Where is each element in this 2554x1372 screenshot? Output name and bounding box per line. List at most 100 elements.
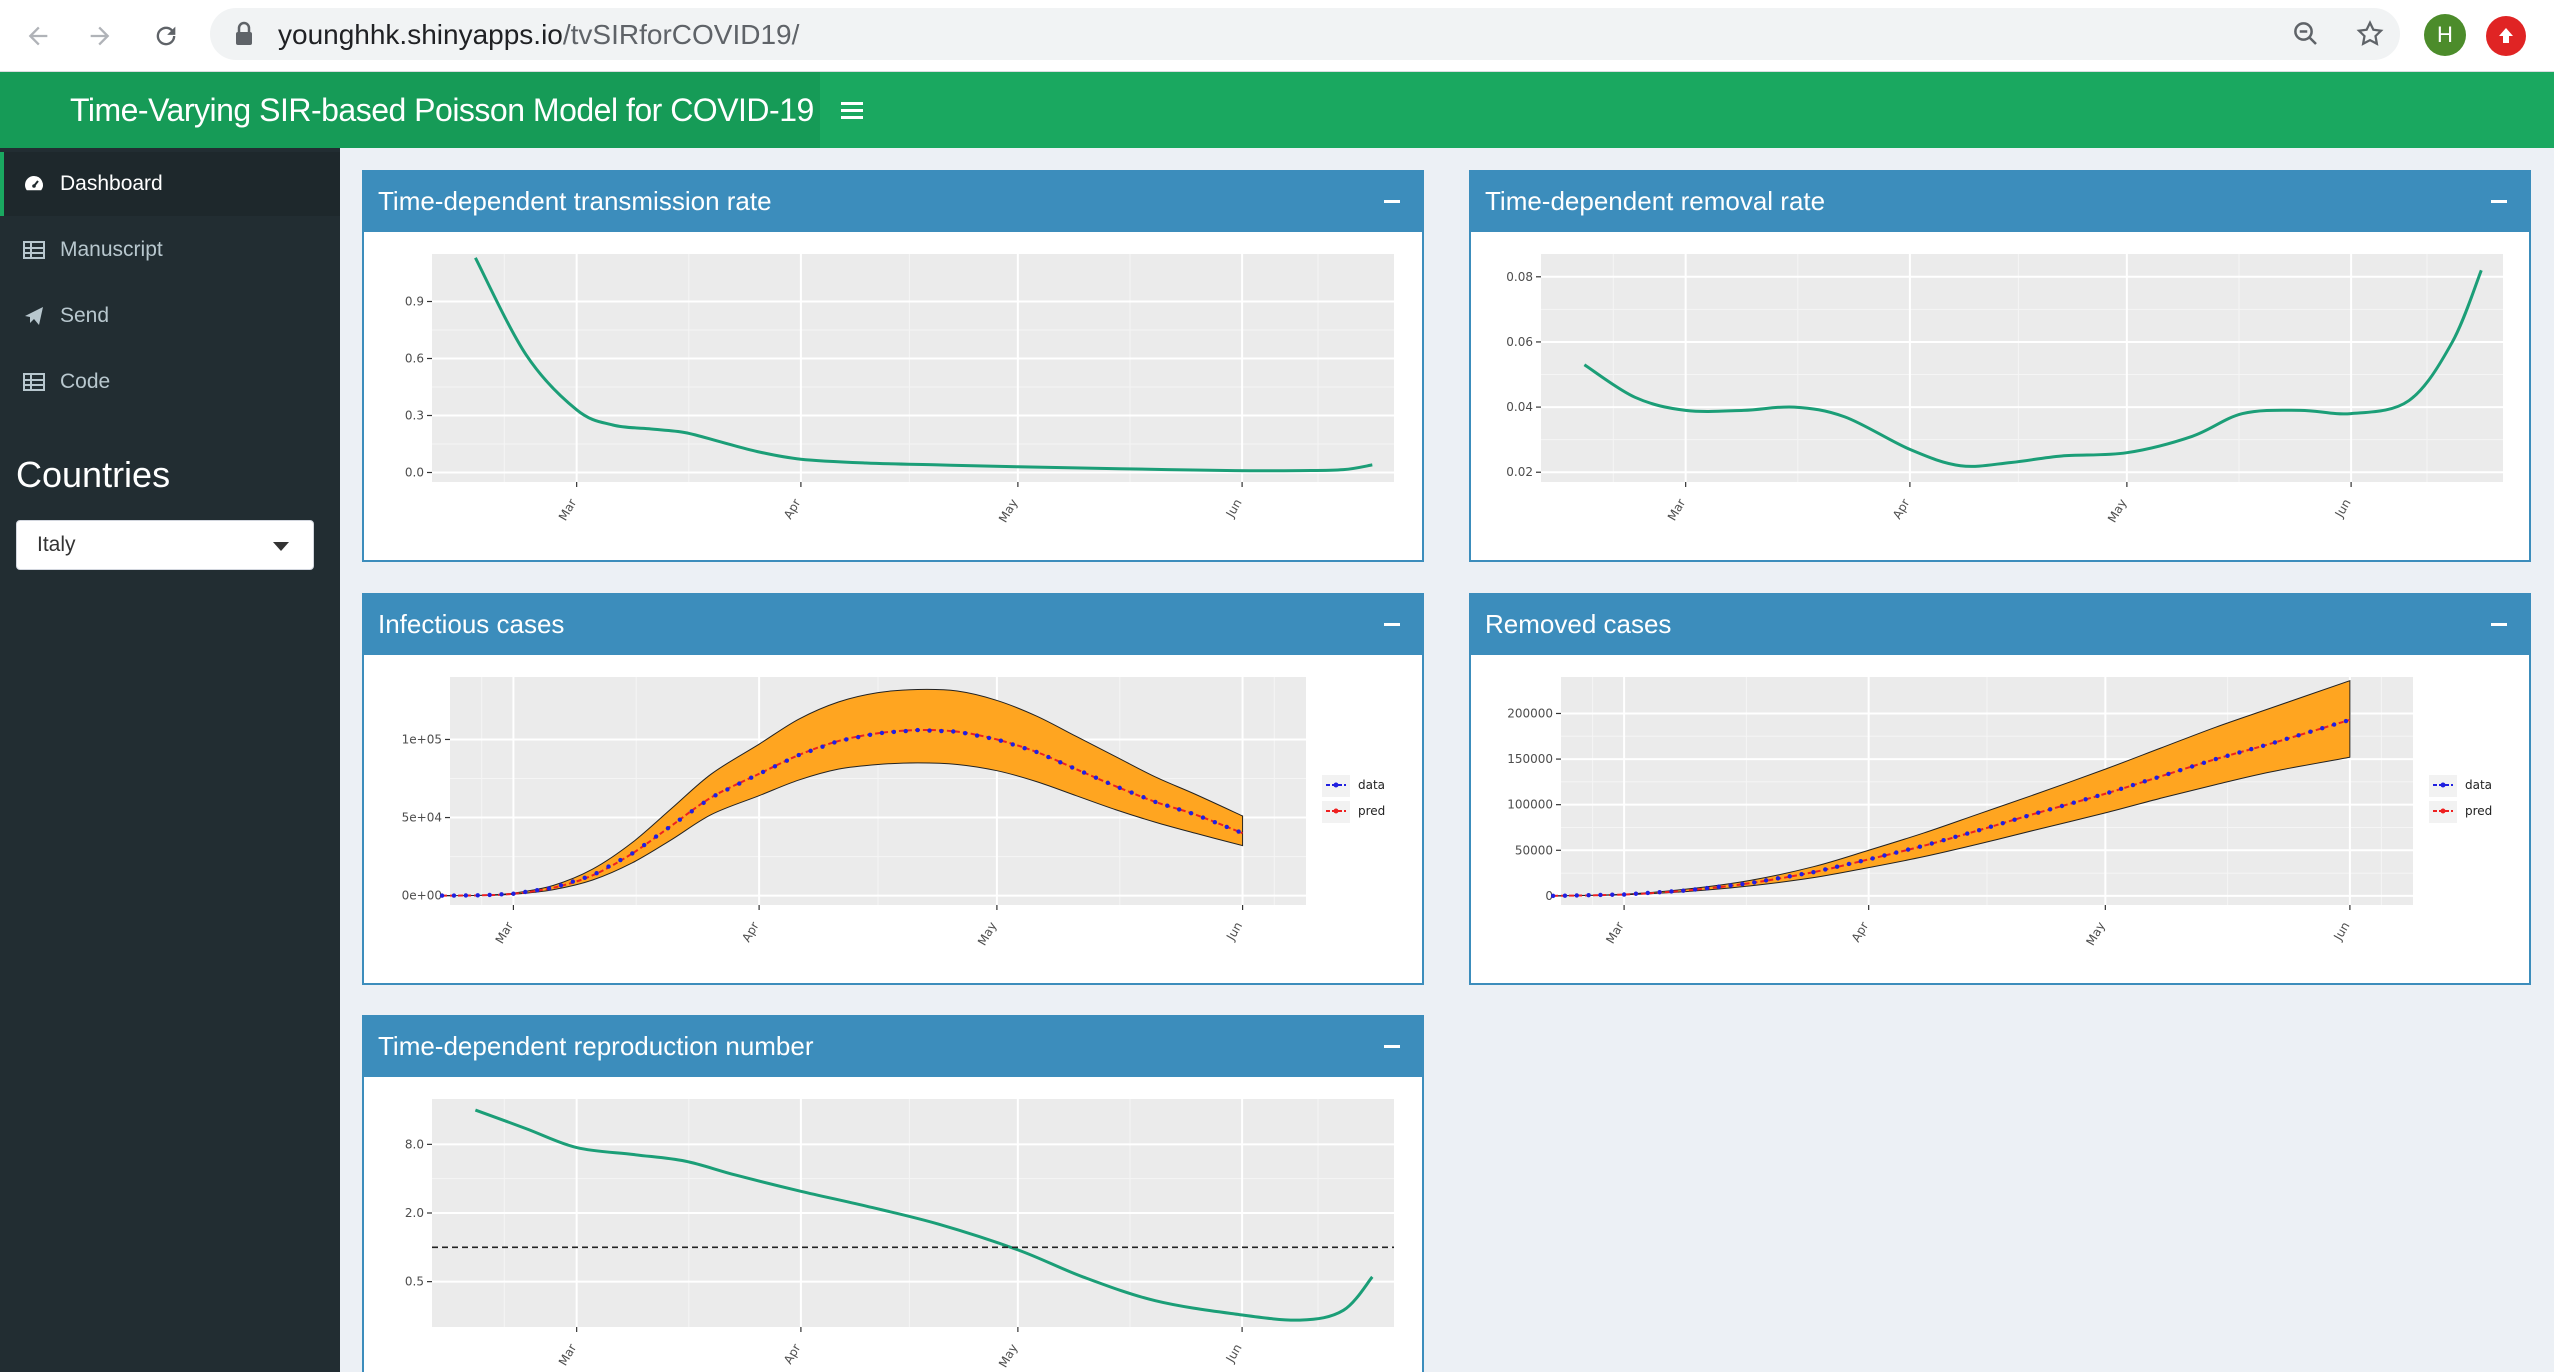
x-tick-label: May [2105,497,2130,525]
y-tick-label: 0.04 [1506,400,1533,414]
data-point [1212,820,1218,825]
data-point [534,887,540,893]
data-point [1728,883,1733,888]
data-point [2130,782,2136,788]
data-point [2083,797,2088,802]
data-point [2024,813,2029,819]
minimize-icon[interactable] [1382,188,1402,214]
y-tick-label: 0 [1545,889,1553,903]
data-point [1153,799,1158,805]
minimize-icon[interactable] [2489,611,2509,637]
data-point [974,733,980,738]
data-point [1176,807,1182,812]
data-point [1562,893,1568,898]
data-point [2154,775,2159,780]
data-point [546,886,552,891]
reproduction-number-chart: Mar Apr May Jun 0.5 2.0 8.0 [405,1099,1394,1370]
data-point [499,892,504,897]
legend-label: data [2465,778,2492,792]
sidebar-item-manuscript[interactable]: Manuscript [0,218,340,282]
box-header: Time-dependent transmission rate [364,172,1422,232]
y-tick-label: 0.06 [1506,335,1533,349]
data-point [1882,853,1887,858]
data-point [451,893,457,898]
data-point [951,729,956,734]
reload-icon[interactable] [144,14,188,58]
extension-icon[interactable] [2486,16,2526,56]
x-tick-label: Jun [1223,920,1245,944]
hamburger-menu-icon[interactable] [832,90,872,130]
data-point [1105,780,1111,786]
app-title: Time-Varying SIR-based Poisson Model for… [0,72,820,148]
x-tick-label: May [996,1342,1021,1370]
pred-line [442,729,1243,897]
country-select[interactable]: Italy [16,520,314,570]
data-point [511,891,516,896]
data-point [796,752,801,758]
infectious-cases-chart: Mar Apr May Jun 0e+00 5e+04 1e+05 data pred [402,677,1385,948]
sidebar-item-dashboard[interactable]: Dashboard [0,152,340,216]
y-tick-label: 8.0 [405,1137,424,1151]
data-point [832,740,837,745]
x-tick-label: Jun [1223,1342,1245,1366]
data-point [1165,803,1170,808]
data-point [784,758,790,763]
data-point [653,834,659,839]
data-point [2142,779,2147,784]
sidebar-item-code[interactable]: Code [0,350,340,414]
data-point [1093,775,1099,780]
data-point [701,800,706,806]
sidebar: Dashboard Manuscript Send Code Countries… [0,148,340,1372]
data-point [915,727,920,733]
data-point [2284,736,2289,742]
data-point [713,793,718,798]
x-tick-label: May [2083,920,2108,948]
zoom-out-icon[interactable] [2284,12,2328,56]
y-tick-label: 0e+00 [402,889,442,903]
address-bar[interactable]: younghhk.shinyapps.io/tvSIRforCOVID19/ [210,8,2400,60]
minimize-icon[interactable] [1382,1033,1402,1059]
x-tick-label: Apr [739,919,762,944]
data-point [1823,867,1828,872]
data-point [1200,815,1206,820]
bookmark-star-icon[interactable] [2348,12,2392,56]
y-tick-label: 1e+05 [402,732,442,746]
y-tick-label: 2.0 [405,1206,424,1220]
minimize-icon[interactable] [1382,611,1402,637]
x-tick-label: Apr [1890,496,1913,521]
data-point [1976,828,1982,833]
lock-icon [234,21,254,52]
legend-dot [2440,808,2446,814]
legend-dot [1333,808,1339,814]
chevron-down-icon [273,542,289,551]
data-point [2343,718,2349,724]
data-point [1621,892,1627,897]
table-icon [22,370,46,394]
back-arrow-icon[interactable] [16,14,60,58]
series-line [1583,269,2483,468]
data-point [986,735,992,741]
forward-arrow-icon[interactable] [78,14,122,58]
data-point [891,729,897,735]
data-point [2308,729,2313,734]
data-point [2260,743,2266,748]
data-point [523,889,528,895]
legend-label: pred [2465,804,2492,818]
data-point [1657,890,1662,895]
data-point [1763,878,1769,883]
x-tick-label: May [996,497,1021,525]
sidebar-item-send[interactable]: Send [0,284,340,348]
box-infectious-cases: Infectious cases Mar Apr May Jun 0e+00 5e+04 1… [362,593,1424,985]
data-point [1894,850,1899,855]
data-point [1929,841,1934,846]
data-point [1046,754,1051,760]
data-point [1141,795,1146,800]
minimize-icon[interactable] [2489,188,2509,214]
data-point [463,893,469,898]
data-point [2095,793,2100,799]
data-point [677,817,683,822]
box-header: Time-dependent removal rate [1471,172,2529,232]
y-tick-label: 0.5 [405,1275,424,1289]
data-point [1633,891,1639,896]
profile-avatar[interactable]: H [2424,14,2466,56]
